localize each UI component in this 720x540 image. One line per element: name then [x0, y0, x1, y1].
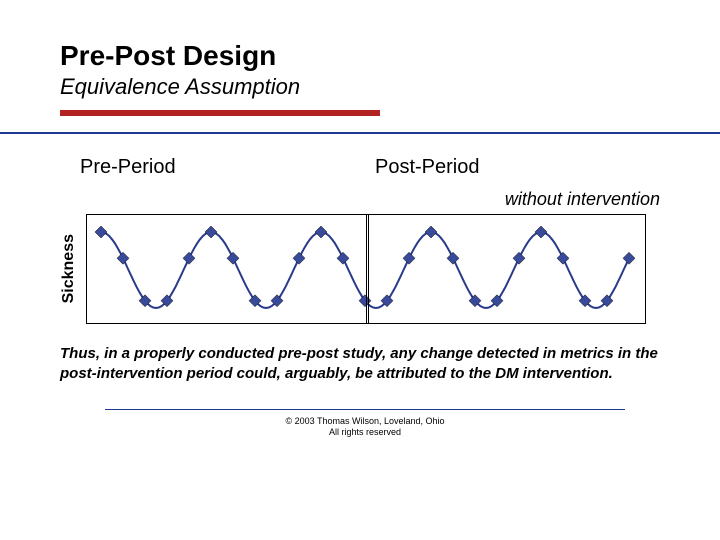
title-underline-red [60, 110, 380, 116]
footer-rule [105, 409, 625, 410]
y-axis-label: Sickness [60, 234, 78, 303]
without-intervention-label: without intervention [60, 189, 670, 210]
period-divider [366, 215, 369, 323]
copyright-line-1: © 2003 Thomas Wilson, Loveland, Ohio [60, 416, 670, 428]
pre-period-label: Pre-Period [60, 156, 365, 179]
copyright-line-2: All rights reserved [60, 427, 670, 439]
slide-title: Pre-Post Design [60, 40, 670, 72]
title-underline-blue [0, 132, 720, 134]
slide-subtitle: Equivalence Assumption [60, 74, 670, 100]
post-period-label: Post-Period [365, 156, 670, 179]
conclusion-text: Thus, in a properly conducted pre-post s… [60, 344, 670, 385]
sickness-chart [86, 214, 646, 324]
